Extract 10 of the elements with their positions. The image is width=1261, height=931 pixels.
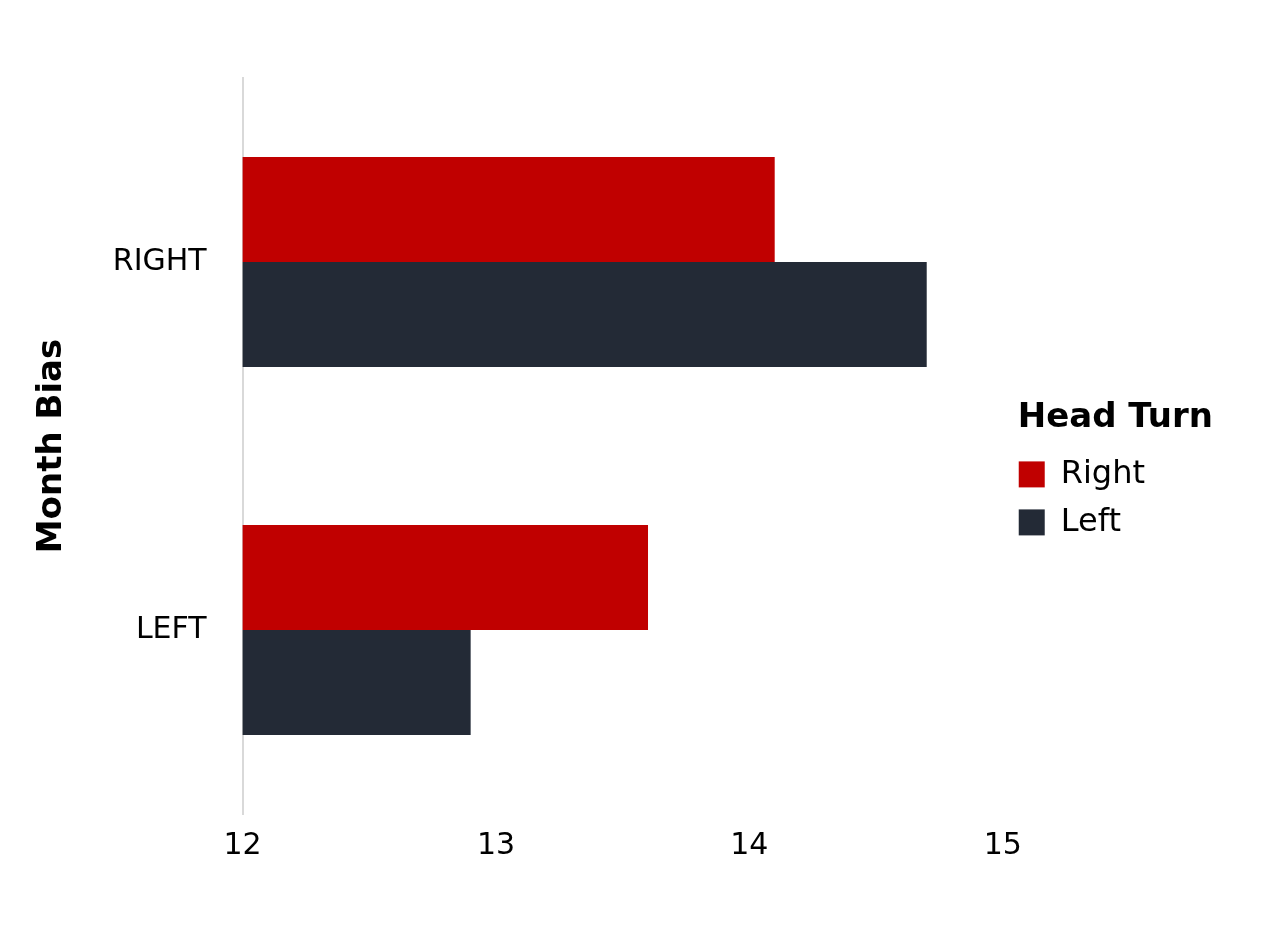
y-tick-label: RIGHT [112,241,208,277]
x-tick-label: 12 [223,825,262,861]
x-tick-label: 14 [730,825,769,861]
legend-label: Left [1060,500,1121,539]
legend-title: Head Turn [1017,395,1214,436]
x-tick-label: 13 [476,825,516,861]
y-axis-title: Month Bias [29,338,70,554]
legend-label: Right [1060,452,1145,491]
y-tick-label: LEFT [135,609,208,645]
x-tick-label: 15 [983,825,1022,861]
